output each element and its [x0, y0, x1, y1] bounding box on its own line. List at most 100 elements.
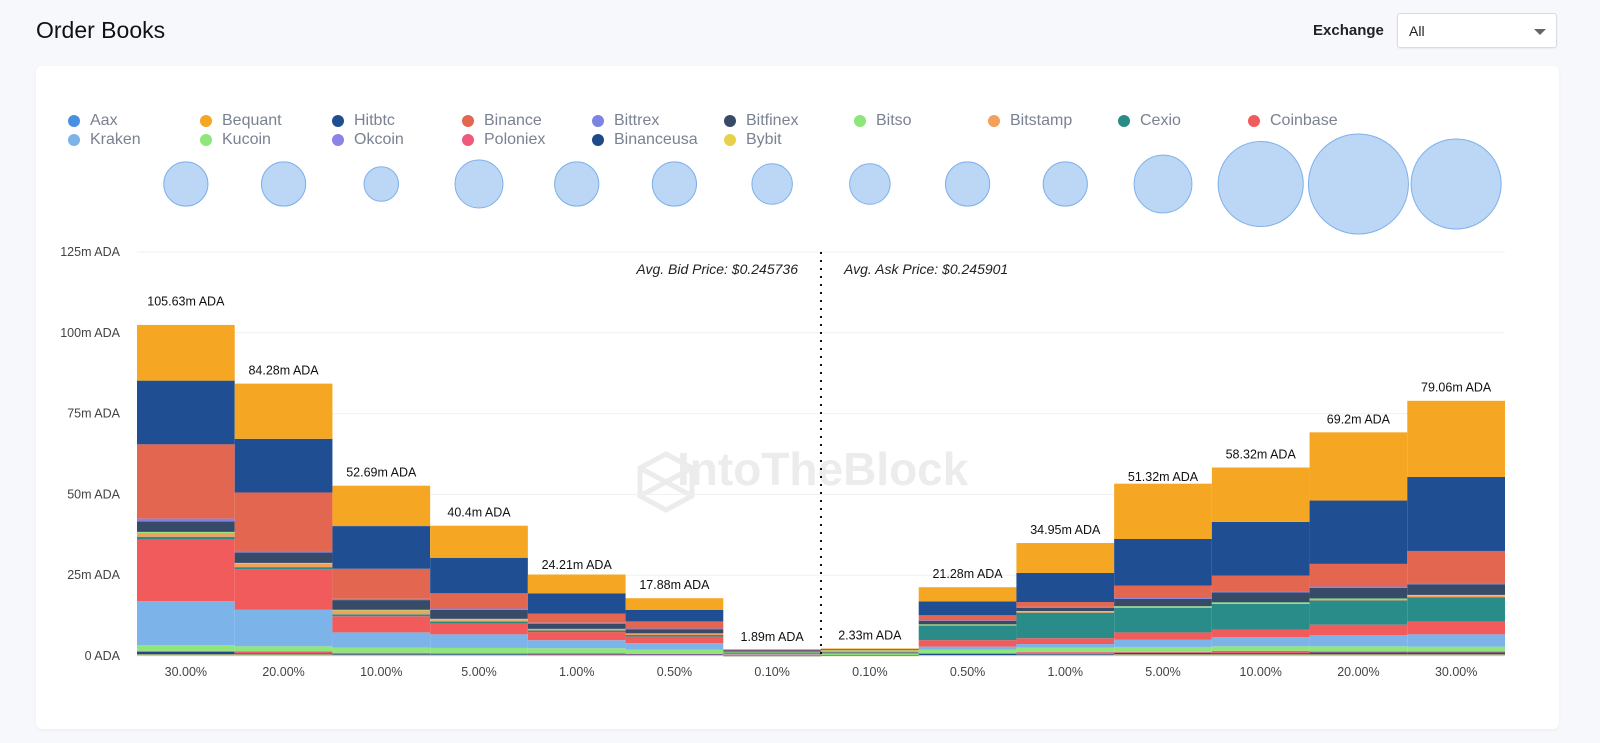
bar-segment-bitstamp[interactable] [625, 634, 724, 635]
bar-segment-bybit[interactable] [527, 655, 626, 656]
bar-segment-binanceusa[interactable] [723, 655, 821, 657]
bar-segment-binance[interactable] [723, 650, 821, 652]
depth-bubble[interactable] [363, 166, 400, 202]
bar-segment-cexio[interactable] [332, 614, 431, 617]
bar-segment-binance[interactable] [1211, 575, 1310, 592]
depth-bubble[interactable] [454, 159, 504, 209]
bar-segment-bittrex[interactable] [1407, 582, 1505, 585]
bar-segment-hitbtc[interactable] [723, 649, 821, 651]
bar-segment-poloniex[interactable] [1016, 652, 1115, 654]
bar-segment-bequant[interactable] [332, 485, 431, 527]
bar-segment-hitbtc[interactable] [137, 380, 235, 445]
bar-segment-kucoin[interactable] [332, 647, 431, 653]
bar-segment-bequant[interactable] [1407, 400, 1505, 477]
legend-item-bittrex[interactable]: Bittrex [592, 112, 659, 130]
bar-segment-binance[interactable] [1309, 563, 1408, 587]
bar-segment-cexio[interactable] [1114, 607, 1212, 633]
bar-segment-kraken[interactable] [137, 601, 235, 646]
depth-bubble[interactable] [849, 163, 891, 205]
bar-segment-coinbase[interactable] [527, 632, 626, 641]
bar-segment-bequant[interactable] [1309, 432, 1408, 501]
bar-segment-bittrex[interactable] [1016, 606, 1115, 608]
bar-segment-coinbase[interactable] [1114, 632, 1212, 640]
bar-segment-poloniex[interactable] [821, 655, 919, 656]
bar-segment-bitstamp[interactable] [1211, 603, 1310, 604]
legend-item-kraken[interactable]: Kraken [68, 131, 141, 149]
legend-item-hitbtc[interactable]: Hitbtc [332, 112, 395, 130]
bar-segment-poloniex[interactable] [1309, 651, 1408, 653]
bar-segment-bittrex[interactable] [1309, 586, 1408, 588]
legend-item-cexio[interactable]: Cexio [1118, 112, 1181, 130]
legend-item-bitso[interactable]: Bitso [854, 112, 912, 130]
bar-segment-binance[interactable] [625, 621, 724, 629]
depth-bubble[interactable] [1133, 154, 1193, 214]
bar-segment-bittrex[interactable] [137, 518, 235, 522]
bar-segment-kucoin[interactable] [918, 649, 1017, 654]
bar-segment-bitfinex[interactable] [234, 552, 333, 563]
bar-segment-kucoin[interactable] [723, 654, 821, 656]
bar-segment-binance[interactable] [527, 613, 626, 623]
legend-item-bybit[interactable]: Bybit [724, 131, 782, 149]
bar-segment-coinbase[interactable] [137, 539, 235, 602]
bar-segment-bequant[interactable] [918, 587, 1017, 602]
bar-segment-bybit[interactable] [1309, 654, 1408, 656]
bar-segment-bitso[interactable] [821, 650, 919, 651]
bar-segment-bittrex[interactable] [1211, 591, 1310, 593]
bar-segment-hitbtc[interactable] [625, 609, 724, 622]
bar-segment-kucoin[interactable] [625, 649, 724, 654]
bar-segment-bybit[interactable] [137, 654, 235, 656]
bar-segment-bitstamp[interactable] [137, 532, 235, 537]
bar-segment-binance[interactable] [918, 615, 1017, 621]
bar-segment-kucoin[interactable] [234, 646, 333, 652]
bar-segment-bitso[interactable] [1211, 602, 1310, 604]
bar-segment-bittrex[interactable] [625, 628, 724, 630]
bar-segment-kraken[interactable] [821, 653, 919, 655]
legend-item-coinbase[interactable]: Coinbase [1248, 112, 1338, 130]
bar-segment-poloniex[interactable] [625, 653, 724, 655]
bar-segment-bequant[interactable] [137, 324, 235, 381]
bar-segment-bitfinex[interactable] [137, 521, 235, 532]
bar-segment-bequant[interactable] [1114, 483, 1212, 540]
bar-segment-cexio[interactable] [821, 651, 919, 653]
bar-segment-kraken[interactable] [332, 632, 431, 648]
bar-segment-coinbase[interactable] [625, 636, 724, 644]
bar-segment-binance[interactable] [1114, 585, 1212, 598]
bar-segment-poloniex[interactable] [1211, 650, 1310, 654]
depth-bubble[interactable] [751, 163, 793, 205]
bar-segment-bitstamp[interactable] [1407, 595, 1505, 598]
depth-bubble[interactable] [163, 161, 209, 207]
bar-segment-binanceusa[interactable] [1407, 652, 1505, 655]
bar-segment-bequant[interactable] [234, 383, 333, 439]
bar-segment-binance[interactable] [1016, 602, 1115, 607]
bar-segment-kraken[interactable] [1114, 639, 1212, 647]
bar-segment-kraken[interactable] [625, 643, 724, 650]
bar-segment-poloniex[interactable] [918, 653, 1017, 654]
bar-segment-coinbase[interactable] [332, 616, 431, 633]
bar-segment-kucoin[interactable] [137, 645, 235, 651]
bar-segment-binanceusa[interactable] [234, 653, 333, 655]
bar-segment-poloniex[interactable] [137, 650, 235, 652]
bar-segment-cexio[interactable] [723, 652, 821, 654]
bar-segment-bitso[interactable] [723, 651, 821, 653]
bar-segment-kraken[interactable] [1407, 634, 1505, 647]
exchange-select[interactable]: All [1397, 13, 1557, 48]
bar-segment-bitso[interactable] [1016, 611, 1115, 612]
legend-item-aax[interactable]: Aax [68, 112, 118, 130]
bar-segment-kucoin[interactable] [1016, 647, 1115, 653]
bar-segment-binanceusa[interactable] [918, 653, 1017, 656]
depth-bubble[interactable] [1410, 138, 1502, 230]
bar-segment-bitfinex[interactable] [918, 620, 1017, 625]
bar-segment-kucoin[interactable] [527, 648, 626, 654]
depth-bubble[interactable] [1217, 140, 1304, 228]
bar-segment-kraken[interactable] [1211, 637, 1310, 647]
bar-segment-cexio[interactable] [918, 625, 1017, 641]
bar-segment-hitbtc[interactable] [430, 557, 528, 594]
bar-segment-coinbase[interactable] [1016, 638, 1115, 645]
bar-segment-bitfinex[interactable] [430, 609, 528, 619]
bar-segment-coinbase[interactable] [918, 640, 1017, 647]
bar-segment-poloniex[interactable] [234, 651, 333, 654]
bar-segment-bitstamp[interactable] [1114, 606, 1212, 608]
bar-segment-hitbtc[interactable] [332, 526, 431, 569]
depth-bubble[interactable] [651, 161, 698, 207]
bar-segment-cexio[interactable] [234, 567, 333, 570]
